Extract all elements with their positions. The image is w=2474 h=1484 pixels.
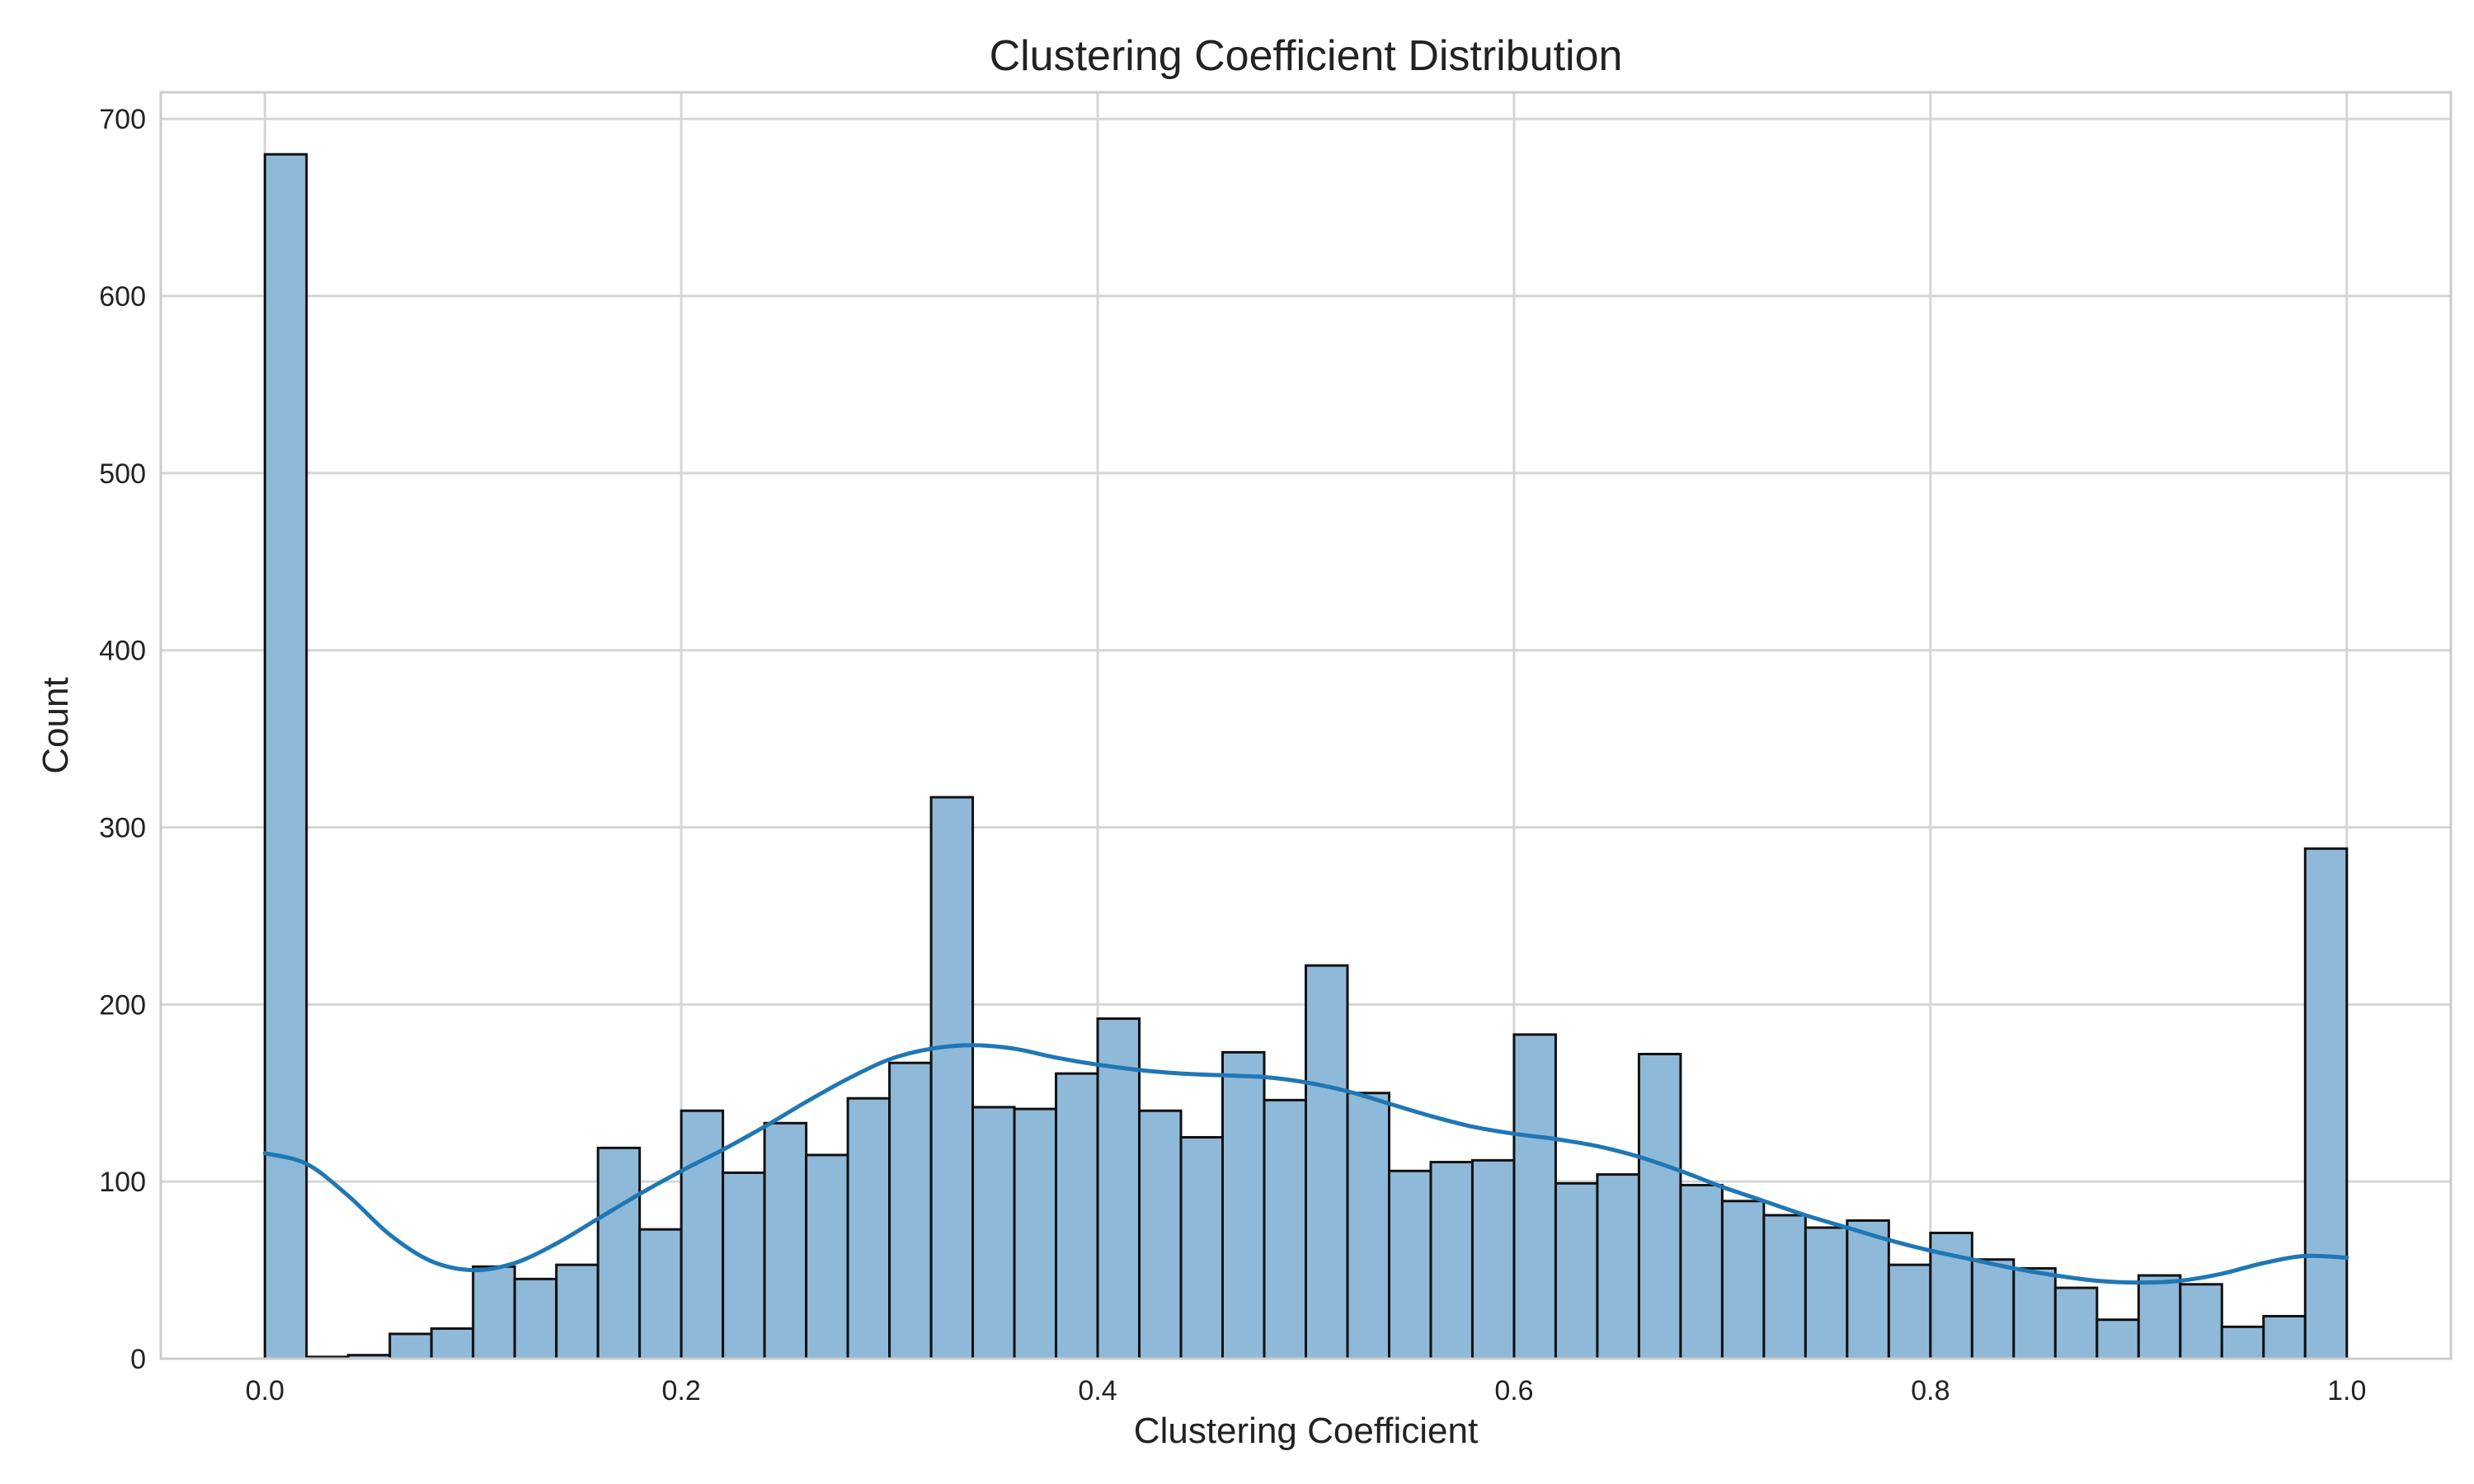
histogram-bar [680,1109,725,1360]
histogram-bar [2012,1266,2057,1360]
x-tick-label: 0.0 [246,1375,285,1407]
chart-title: Clustering Coefficient Distribution [990,32,1623,80]
histogram-bar [722,1171,766,1360]
histogram-bar [1305,964,1349,1360]
histogram-bar [1387,1169,1432,1360]
histogram-bar [929,796,975,1360]
histogram-bar [2220,1325,2265,1360]
histogram-bar [763,1121,808,1360]
histogram-bar [513,1277,558,1360]
histogram-bar [1679,1183,1724,1360]
y-tick-label: 200 [99,989,146,1021]
grid-lines [161,92,2451,1360]
histogram-bar [1263,1098,1307,1360]
x-axis-ticks: 0.0 0.2 0.4 0.6 0.8 1.0 [246,1375,2367,1407]
x-tick-label: 0.6 [1494,1375,1533,1407]
histogram-bar [430,1327,475,1360]
histogram-bar [1846,1219,1890,1360]
y-tick-label: 400 [99,636,146,667]
histogram-bar [971,1106,1016,1360]
histogram-bar [1720,1200,1766,1360]
histogram-bar [1637,1053,1682,1360]
histogram-bar [472,1265,516,1360]
y-tick-label: 0 [130,1344,146,1375]
histogram-bar [846,1097,891,1360]
x-axis-label: Clustering Coefficient [1134,1411,1478,1451]
histogram-bar [388,1332,433,1360]
histogram-bar [1179,1135,1225,1360]
y-axis-label: Count [35,677,76,773]
histogram-bar [638,1228,683,1360]
x-tick-label: 1.0 [2327,1375,2366,1407]
histogram-bar [1762,1214,1807,1360]
histogram-bar [1970,1258,2015,1360]
histogram-bar [2053,1286,2099,1360]
y-tick-label: 100 [99,1167,146,1198]
histogram-bar [1346,1092,1390,1360]
histogram-bar [1055,1072,1099,1360]
y-tick-label: 500 [99,458,146,490]
histogram-bar [1554,1181,1599,1360]
y-tick-label: 300 [99,813,146,844]
x-tick-label: 0.8 [1911,1375,1950,1407]
histogram-bar [2179,1283,2223,1360]
histogram-bar [2095,1318,2140,1360]
histogram-bar [1804,1226,1849,1360]
histogram-bar [1887,1263,1932,1360]
histogram-bar [1429,1161,1474,1360]
x-tick-label: 0.2 [662,1375,701,1407]
kde-curve-group [262,1043,2349,1285]
histogram-bar [1470,1158,1516,1360]
plot-frame [159,91,2453,1360]
histogram-bar [1013,1107,1058,1360]
histogram-bar [1596,1173,1640,1360]
histogram-bar [2303,847,2349,1360]
y-tick-label: 700 [99,104,146,135]
histogram-bar [1512,1033,1557,1360]
histogram-bar [2137,1274,2182,1360]
y-tick-label: 600 [99,281,146,312]
x-tick-label: 0.4 [1078,1375,1117,1407]
histogram-bar [555,1263,600,1360]
histogram-bar [805,1153,849,1360]
histogram-bar [263,153,308,1360]
histogram-bars [263,153,2349,1360]
histogram-bar [2262,1314,2307,1360]
histogram-bar [1221,1050,1266,1360]
histogram-bar [888,1061,933,1360]
y-axis-ticks: 0 100 200 300 400 500 600 700 [99,104,146,1375]
histogram-bar [1138,1109,1183,1360]
histogram-bar [1096,1017,1141,1360]
kde-line [262,1043,2349,1285]
histogram-bar [596,1146,642,1360]
